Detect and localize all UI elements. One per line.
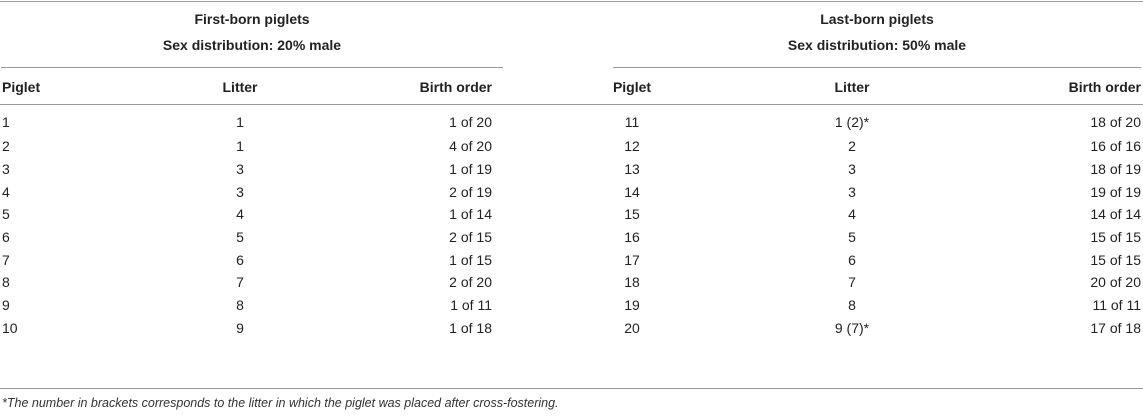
- table-cell: 3: [2, 161, 10, 178]
- table-cell: 5: [848, 229, 856, 246]
- table-cell: 12: [624, 138, 640, 155]
- piglet-table: Piglet Litter Birth order Piglet Litter …: [0, 70, 1143, 339]
- table-cell: 1: [2, 114, 10, 130]
- table-cell: 1 of 20: [449, 114, 492, 130]
- table-row: 5 4 1 of 14 15 4 14 of 14: [0, 203, 1143, 226]
- table-cell: 1 (2)*: [834, 114, 870, 130]
- table-cell: 8: [2, 274, 10, 291]
- table-cell: 2 of 20: [449, 274, 492, 291]
- table-cell: 1: [236, 114, 244, 130]
- table-cell: 20: [624, 319, 640, 336]
- table-cell: 18 of 20: [1090, 114, 1141, 130]
- column-header: Piglet: [2, 79, 41, 95]
- first-born-subtitle: Sex distribution: 20% male: [162, 37, 342, 53]
- last-born-group-rule: [613, 67, 1141, 68]
- top-rule: [0, 1, 1143, 2]
- table-cell: 5: [2, 206, 10, 223]
- last-born-subtitle: Sex distribution: 50% male: [787, 37, 967, 53]
- table-cell: 7: [236, 274, 244, 291]
- table-cell: 4: [2, 183, 10, 200]
- table-cell: 1 of 18: [449, 319, 492, 336]
- table-cell: 16 of 16: [1090, 138, 1141, 155]
- table-cell: 2 of 15: [449, 229, 492, 246]
- table-cell: 1: [236, 138, 244, 155]
- table-cell: 2 of 19: [449, 183, 492, 200]
- table-row: 6 5 2 of 15 16 5 15 of 15: [0, 226, 1143, 249]
- table-cell: 1 of 11: [450, 297, 492, 314]
- table-cell: 6: [236, 251, 244, 268]
- table-cell: 2: [848, 138, 856, 155]
- table-cell: 20 of 20: [1090, 274, 1141, 291]
- table-cell: 18 of 19: [1090, 161, 1141, 178]
- table-cell: 17 of 18: [1090, 319, 1141, 336]
- table-cell: 4: [848, 206, 856, 223]
- table-row: 10 9 1 of 18 20 9 (7)* 17 of 18: [0, 317, 1143, 340]
- table-cell: 3: [236, 161, 244, 178]
- column-header: Birth order: [419, 79, 492, 95]
- column-header-row: Piglet Litter Birth order Piglet Litter …: [0, 70, 1143, 105]
- first-born-group-rule: [1, 67, 503, 68]
- table-cell: 9 (7)*: [834, 319, 870, 336]
- table-cell: 3: [848, 161, 856, 178]
- last-born-group-header: Last-born piglets Sex distribution: 50% …: [612, 6, 1142, 58]
- table-cell: 10: [2, 319, 18, 336]
- table-row: 2 1 4 of 20 12 2 16 of 16: [0, 135, 1143, 158]
- table-cell: 6: [2, 229, 10, 246]
- table-cell: 14 of 14: [1090, 206, 1141, 223]
- table-cell: 3: [848, 183, 856, 200]
- table-footnote: *The number in brackets corresponds to t…: [2, 396, 559, 410]
- table-cell: 8: [848, 297, 856, 314]
- table-cell: 11 of 11: [1092, 297, 1141, 314]
- column-header: Litter: [834, 79, 870, 95]
- table-cell: 9: [2, 297, 10, 314]
- table-cell: 4: [236, 206, 244, 223]
- table-cell: 9: [236, 319, 244, 336]
- column-header: Piglet: [612, 79, 652, 95]
- table-cell: 18: [624, 274, 640, 291]
- table-cell: 1 of 19: [449, 161, 492, 178]
- table-row: 3 3 1 of 19 13 3 18 of 19: [0, 158, 1143, 181]
- table-cell: 15: [624, 206, 640, 223]
- table-cell: 13: [624, 161, 640, 178]
- table-cell: 15 of 15: [1090, 229, 1141, 246]
- table-cell: 4 of 20: [449, 138, 492, 155]
- table-cell: 3: [236, 183, 244, 200]
- table-cell: 15 of 15: [1090, 251, 1141, 268]
- table-cell: 16: [624, 229, 640, 246]
- table-cell: 8: [236, 297, 244, 314]
- column-header: Birth order: [1068, 79, 1141, 95]
- table-cell: 1 of 15: [449, 251, 492, 268]
- table-row: 4 3 2 of 19 14 3 19 of 19: [0, 180, 1143, 203]
- table-cell: 14: [624, 183, 640, 200]
- table-cell: 11: [624, 114, 640, 130]
- first-born-group-header: First-born piglets Sex distribution: 20%…: [0, 6, 504, 58]
- table-cell: 6: [848, 251, 856, 268]
- table-cell: 19 of 19: [1090, 183, 1141, 200]
- column-header: Litter: [222, 79, 258, 95]
- table-row: 7 6 1 of 15 17 6 15 of 15: [0, 248, 1143, 271]
- table-cell: 17: [624, 251, 640, 268]
- table-cell: 5: [236, 229, 244, 246]
- first-born-title: First-born piglets: [194, 11, 310, 27]
- table-cell: 7: [848, 274, 856, 291]
- table-cell: 7: [2, 251, 10, 268]
- table-cell: 1 of 14: [449, 206, 492, 223]
- last-born-title: Last-born piglets: [820, 11, 934, 27]
- bottom-rule: [0, 388, 1143, 389]
- table-row: 8 7 2 of 20 18 7 20 of 20: [0, 271, 1143, 294]
- table-cell: 19: [624, 297, 640, 314]
- table-row: 9 8 1 of 11 19 8 11 of 11: [0, 294, 1143, 317]
- table-cell: 2: [2, 138, 10, 155]
